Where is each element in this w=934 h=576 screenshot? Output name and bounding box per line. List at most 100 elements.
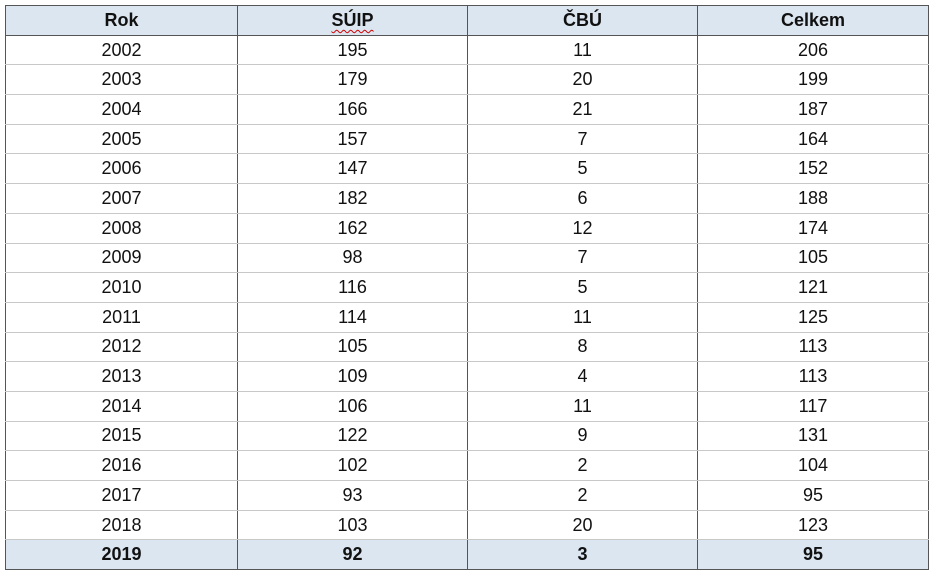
table-cell: 117	[697, 391, 929, 422]
table-cell: 2011	[5, 302, 238, 333]
table-cell: 113	[697, 332, 929, 363]
table-row: 2002 195 11 206	[5, 35, 929, 66]
table-cell: 182	[237, 183, 468, 214]
table-cell: 11	[467, 35, 698, 66]
table-cell: 5	[467, 272, 698, 303]
table-cell: 95	[697, 480, 929, 511]
table-cell: 109	[237, 361, 468, 392]
table-cell: 7	[467, 124, 698, 155]
table-cell: 152	[697, 153, 929, 185]
table-cell: 113	[697, 361, 929, 392]
table-cell: 4	[467, 361, 698, 392]
table-cell: 98	[237, 243, 468, 274]
table-cell: 123	[697, 510, 929, 541]
table-row: 2015 122 9 131	[5, 421, 929, 452]
table-cell: 21	[467, 94, 698, 125]
table-cell: 114	[237, 302, 468, 333]
table-row: 2014 106 11 117	[5, 391, 929, 422]
table-cell: 187	[697, 94, 929, 125]
table-row: 2009 98 7 105	[5, 243, 929, 274]
table-cell: 6	[467, 183, 698, 214]
table-cell: 2014	[5, 391, 238, 422]
table-cell: 147	[237, 153, 468, 185]
table-row: 2006 147 5 152	[5, 153, 929, 185]
table-cell: 2008	[5, 213, 238, 244]
table-row: 2013 109 4 113	[5, 361, 929, 392]
table-cell: 104	[697, 450, 929, 481]
table-cell: 95	[697, 539, 929, 571]
table-cell: 2015	[5, 421, 238, 452]
table-cell: 2004	[5, 94, 238, 125]
header-text: ČBÚ	[563, 9, 602, 30]
table-row: 2005 157 7 164	[5, 124, 929, 155]
table-cell: 162	[237, 213, 468, 244]
table-cell: 2019	[5, 539, 238, 571]
header-text: Celkem	[780, 9, 846, 30]
table-cell: 11	[467, 391, 698, 422]
header-cell: ČBÚ	[467, 5, 698, 36]
header-text: Rok	[104, 9, 139, 30]
table-cell: 102	[237, 450, 468, 481]
table-cell: 164	[697, 124, 929, 155]
table-cell: 2013	[5, 361, 238, 392]
table-row: 2003 179 20 199	[5, 64, 929, 96]
header-cell: Celkem	[697, 5, 929, 36]
table-cell: 174	[697, 213, 929, 244]
table-cell: 2005	[5, 124, 238, 155]
table-row: 2008 162 12 174	[5, 213, 929, 244]
table-cell: 2017	[5, 480, 238, 511]
table-cell: 121	[697, 272, 929, 303]
table-cell: 2002	[5, 35, 238, 66]
table-cell: 2003	[5, 64, 238, 96]
table-cell: 105	[697, 243, 929, 274]
table-cell: 103	[237, 510, 468, 541]
data-table: Rok SÚIP ČBÚ Celkem 2002 195 11 206 2003 179 20 19…	[5, 5, 929, 571]
table-cell: 5	[467, 153, 698, 185]
table-cell: 2016	[5, 450, 238, 481]
table-body: 2002 195 11 206 2003 179 20 199 2004 166 21 187 2005…	[5, 35, 929, 571]
table-cell: 105	[237, 332, 468, 363]
table-cell: 93	[237, 480, 468, 511]
table-row: 2004 166 21 187	[5, 94, 929, 125]
table-cell: 20	[467, 64, 698, 96]
table-row: 2016 102 2 104	[5, 450, 929, 481]
header-cell: Rok	[5, 5, 238, 36]
table-cell: 179	[237, 64, 468, 96]
table-cell: 166	[237, 94, 468, 125]
table-cell: 106	[237, 391, 468, 422]
table-cell: 188	[697, 183, 929, 214]
header-row: Rok SÚIP ČBÚ Celkem	[5, 5, 929, 36]
table-cell: 11	[467, 302, 698, 333]
table-cell: 2012	[5, 332, 238, 363]
header-text: SÚIP	[331, 9, 374, 30]
table-row: 2017 93 2 95	[5, 480, 929, 511]
table-cell: 7	[467, 243, 698, 274]
table-cell: 9	[467, 421, 698, 452]
table-cell: 3	[467, 539, 698, 571]
table-row: 2010 116 5 121	[5, 272, 929, 303]
table-cell: 116	[237, 272, 468, 303]
table-cell: 2018	[5, 510, 238, 541]
header-cell: SÚIP	[237, 5, 468, 36]
table-cell: 131	[697, 421, 929, 452]
table-cell: 20	[467, 510, 698, 541]
table-cell: 12	[467, 213, 698, 244]
table-row: 2019 92 3 95	[5, 539, 929, 571]
table-cell: 199	[697, 64, 929, 96]
table-cell: 195	[237, 35, 468, 66]
table-cell: 2	[467, 480, 698, 511]
table-cell: 92	[237, 539, 468, 571]
table-cell: 2	[467, 450, 698, 481]
table-row: 2011 114 11 125	[5, 302, 929, 333]
table-cell: 2006	[5, 153, 238, 185]
table-cell: 2010	[5, 272, 238, 303]
table-cell: 8	[467, 332, 698, 363]
table-row: 2018 103 20 123	[5, 510, 929, 541]
table-row: 2007 182 6 188	[5, 183, 929, 214]
table-cell: 157	[237, 124, 468, 155]
table-cell: 2009	[5, 243, 238, 274]
table-cell: 125	[697, 302, 929, 333]
table-row: 2012 105 8 113	[5, 332, 929, 363]
table-cell: 122	[237, 421, 468, 452]
